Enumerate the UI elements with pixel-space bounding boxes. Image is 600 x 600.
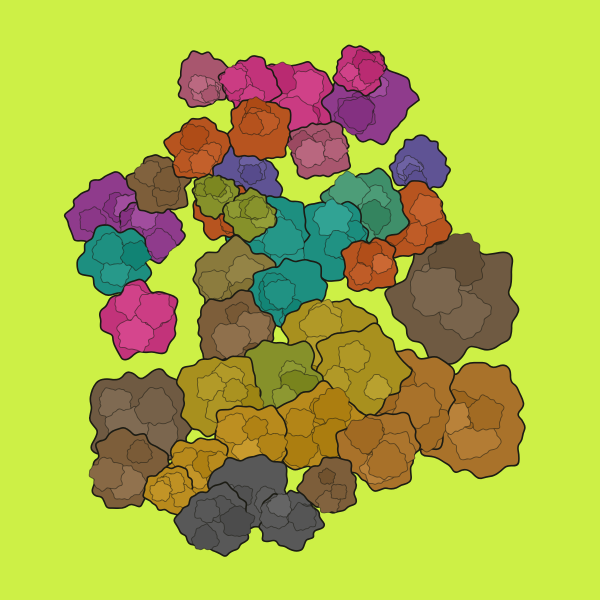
protein-domain-rust xyxy=(340,237,399,293)
protein-domain-graphite xyxy=(258,489,326,552)
protein-domain-brown xyxy=(296,456,358,514)
protein-domain-umber xyxy=(384,232,520,365)
protein-domain-mauve xyxy=(286,120,352,180)
protein-domain-olive-green xyxy=(221,186,278,243)
protein-domain-magenta xyxy=(98,278,179,361)
protein-domain-slate-violet xyxy=(388,134,452,192)
protein-domain-bronze xyxy=(335,411,422,492)
protein-domain-teal xyxy=(76,224,153,296)
protein-domain-ochre xyxy=(163,437,238,508)
protein-domain-mauve xyxy=(177,50,237,108)
protein-domains xyxy=(63,44,526,557)
protein-domain-graphite xyxy=(173,481,256,557)
protein-domain-ochre xyxy=(142,465,198,516)
protein-domain-magenta xyxy=(332,44,388,97)
protein-domain-rust xyxy=(226,96,292,162)
